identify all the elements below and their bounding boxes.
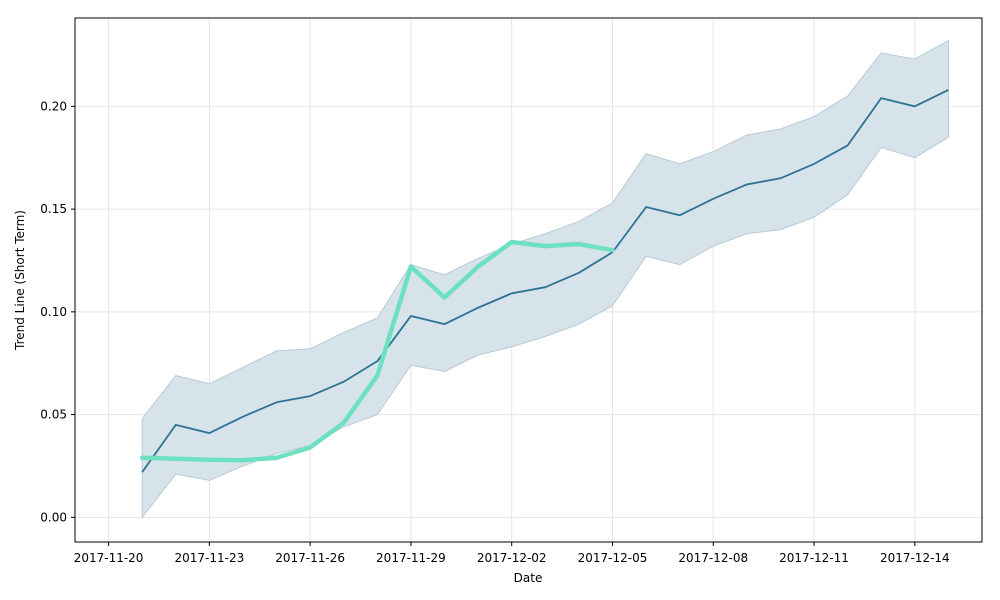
x-axis-label: Date [514,571,543,585]
x-tick-label: 2017-12-02 [477,551,547,565]
highlight-line [139,239,615,463]
y-tick-label: 0.05 [40,408,67,422]
x-tick-label: 2017-12-14 [880,551,950,565]
y-tick-label: 0.10 [40,305,67,319]
plot-frame [74,17,983,543]
x-tick-label: 2017-12-05 [578,551,648,565]
confidence-band-area [141,39,949,519]
x-axis-ticks: 2017-11-20 2017-11-23 2017-11-26 2017-11-29… [74,542,950,565]
y-axis-ticks: 0.00 0.05 0.10 0.15 0.20 [40,99,75,524]
x-tick-label: 2017-12-11 [779,551,849,565]
x-tick-label: 2017-11-29 [376,551,446,565]
y-tick-label: 0.00 [40,510,67,524]
x-tick-label: 2017-12-08 [678,551,748,565]
y-tick-label: 0.15 [40,202,67,216]
y-axis-label: Trend Line (Short Term) [13,210,27,351]
x-tick-label: 2017-11-23 [174,551,244,565]
x-tick-label: 2017-11-20 [74,551,144,565]
y-tick-label: 0.20 [40,99,67,113]
trend-line [141,89,949,473]
confidence-band [141,39,949,519]
x-tick-label: 2017-11-26 [275,551,345,565]
series-lines [139,89,949,473]
